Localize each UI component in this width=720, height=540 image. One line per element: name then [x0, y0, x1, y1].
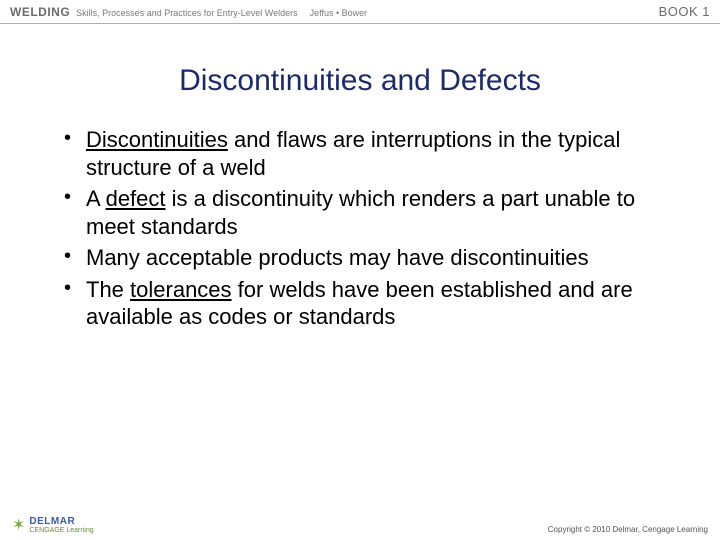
bullet-text-pre: The [86, 277, 130, 302]
bullet-text-underline: tolerances [130, 277, 232, 302]
bullet-list: Discontinuities and flaws are interrupti… [50, 126, 670, 331]
logo-sub-text: CENGAGE Learning [29, 527, 93, 534]
bullet-text-underline: defect [106, 186, 166, 211]
bullet-item: Many acceptable products may have discon… [60, 244, 670, 272]
copyright-text: Copyright © 2010 Delmar, Cengage Learnin… [548, 525, 708, 534]
header-book-number: BOOK 1 [659, 4, 710, 19]
slide-title: Discontinuities and Defects [50, 64, 670, 98]
header-bar: WELDING Skills, Processes and Practices … [0, 0, 720, 24]
slide: WELDING Skills, Processes and Practices … [0, 0, 720, 540]
bullet-item: A defect is a discontinuity which render… [60, 185, 670, 240]
bullet-text-underline: Discontinuities [86, 127, 228, 152]
footer: ✶ DELMAR CENGAGE Learning Copyright © 20… [0, 517, 720, 534]
star-icon: ✶ [12, 518, 25, 534]
logo-text: DELMAR CENGAGE Learning [29, 517, 93, 534]
header-wordmark: WELDING [10, 5, 70, 19]
bullet-item: The tolerances for welds have been estab… [60, 276, 670, 331]
bullet-item: Discontinuities and flaws are interrupti… [60, 126, 670, 181]
bullet-text-post: is a discontinuity which renders a part … [86, 186, 635, 239]
bullet-text-pre: Many acceptable products may have discon… [86, 245, 589, 270]
header-authors: Jeffus • Bower [310, 8, 368, 18]
header-left: WELDING Skills, Processes and Practices … [10, 5, 367, 19]
bullet-text-pre: A [86, 186, 106, 211]
header-subtitle: Skills, Processes and Practices for Entr… [76, 8, 297, 18]
publisher-logo: ✶ DELMAR CENGAGE Learning [12, 517, 94, 534]
content-area: Discontinuities and Defects Discontinuit… [0, 24, 720, 540]
logo-main-text: DELMAR [29, 517, 93, 527]
